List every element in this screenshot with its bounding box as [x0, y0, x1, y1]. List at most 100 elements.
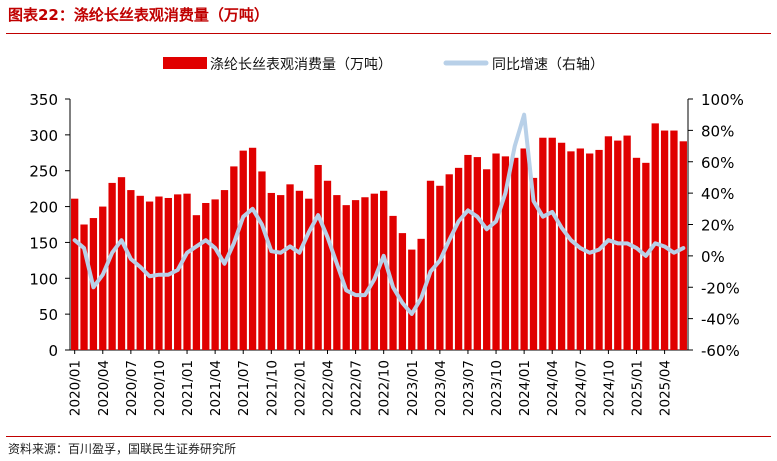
bar: [230, 166, 238, 350]
x-tick-label: 2021/07: [236, 360, 252, 416]
x-tick-label: 2022/04: [321, 360, 337, 416]
bar: [333, 195, 341, 350]
bar: [464, 154, 472, 350]
x-tick-label: 2023/01: [405, 360, 421, 416]
bar: [248, 147, 257, 350]
y-right-tick-label: -60%: [701, 342, 740, 360]
bar: [529, 177, 538, 350]
bar: [305, 198, 313, 350]
bar-series: [71, 123, 687, 350]
chart-title: 图表22：涤纶长丝表观消费量（万吨）: [8, 6, 269, 24]
bar: [99, 206, 107, 350]
bar: [501, 156, 510, 350]
bar: [108, 182, 116, 350]
bar: [80, 224, 88, 350]
bar: [436, 185, 444, 350]
bar: [286, 184, 294, 350]
bar: [117, 177, 126, 350]
x-tick-label: 2025/04: [658, 360, 674, 416]
line-series: [72, 112, 686, 316]
bar: [651, 123, 659, 350]
x-tick-label: 2021/04: [208, 360, 224, 416]
bar: [136, 195, 144, 350]
bar: [202, 202, 210, 350]
x-tick-label: 2022/07: [349, 360, 365, 416]
y-right-tick-label: 60%: [701, 154, 734, 172]
bar: [408, 249, 416, 350]
y-left-tick-label: 100: [29, 270, 58, 288]
x-tick-label: 2024/01: [517, 360, 533, 416]
y-right-tick-label: -40%: [701, 311, 740, 329]
x-tick-label: 2021/01: [180, 360, 196, 416]
x-tick-label: 2024/04: [545, 360, 561, 416]
bar: [520, 148, 528, 350]
growth-line: [72, 112, 686, 316]
x-tick-label: 2020/04: [96, 360, 112, 416]
bar: [660, 130, 669, 350]
bar: [548, 137, 556, 350]
legend-label-bars: 涤纶长丝表观消费量（万吨）: [210, 57, 392, 73]
bar: [361, 197, 369, 350]
x-tick-label: 2023/07: [461, 360, 477, 416]
bar: [183, 193, 191, 350]
legend: 涤纶长丝表观消费量（万吨） 同比增速（右轴）: [163, 57, 604, 73]
bar: [483, 169, 491, 350]
chart: 0 50 100 150 200 250 300 350 -60% -40% -20% 0% 20% 40…: [29, 57, 744, 416]
bar: [239, 150, 247, 350]
legend-label-line: 同比增速（右轴）: [492, 57, 604, 73]
x-tick-label: 2023/10: [489, 360, 505, 416]
bar: [370, 193, 378, 350]
bar: [679, 141, 687, 350]
y-left-tick-label: 150: [29, 234, 58, 252]
source-note: 资料来源：百川盈孚，国联民生证券研究所: [8, 442, 237, 456]
bar: [192, 215, 201, 350]
bar: [604, 136, 613, 350]
bar: [632, 157, 641, 350]
x-tick-label: 2020/07: [124, 360, 140, 416]
chart-axes: 0 50 100 150 200 250 300 350 -60% -40% -20% 0% 20% 40…: [29, 91, 744, 416]
y-left-tick-label: 300: [29, 127, 58, 145]
x-tick-label: 2025/01: [630, 360, 646, 416]
x-tick-label: 2022/01: [292, 360, 308, 416]
y-left-tick-label: 0: [48, 342, 58, 360]
x-tick-label: 2024/10: [601, 360, 617, 416]
bar: [351, 200, 360, 350]
bar: [295, 190, 304, 350]
bar: [492, 153, 500, 350]
y-right-tick-label: 80%: [701, 122, 734, 140]
bar: [211, 199, 219, 350]
y-right-tick-label: 40%: [701, 185, 734, 203]
bar: [314, 164, 322, 350]
bar: [539, 137, 547, 350]
bar: [323, 180, 332, 350]
bar: [445, 174, 453, 350]
bar: [380, 190, 388, 350]
bar: [220, 190, 229, 350]
x-tick-label: 2023/04: [433, 360, 449, 416]
bar: [426, 180, 435, 350]
bar: [267, 192, 275, 350]
bar: [398, 233, 407, 350]
x-tick-label: 2022/10: [377, 360, 393, 416]
bar: [557, 142, 566, 350]
footer-divider: [6, 436, 771, 437]
y-right-tick-label: 0%: [701, 248, 725, 266]
y-left-tick-label: 200: [29, 199, 58, 217]
y-right-tick-label: 20%: [701, 217, 734, 235]
title-divider: [6, 33, 771, 34]
bar: [342, 205, 350, 350]
y-left-tick-label: 250: [29, 163, 58, 181]
x-tick-label: 2021/10: [264, 360, 280, 416]
bar: [277, 195, 285, 350]
bar: [71, 198, 79, 350]
legend-swatch-bars: [163, 57, 207, 69]
y-right-tick-label: 100%: [701, 91, 744, 109]
bar: [670, 130, 678, 350]
bar: [454, 167, 463, 350]
x-tick-label: 2020/10: [152, 360, 168, 416]
x-tick-label: 2020/01: [68, 360, 84, 416]
x-tick-label: 2024/07: [573, 360, 589, 416]
y-right-tick-label: -20%: [701, 279, 740, 297]
bar: [567, 151, 575, 350]
y-left-tick-label: 50: [39, 306, 58, 324]
